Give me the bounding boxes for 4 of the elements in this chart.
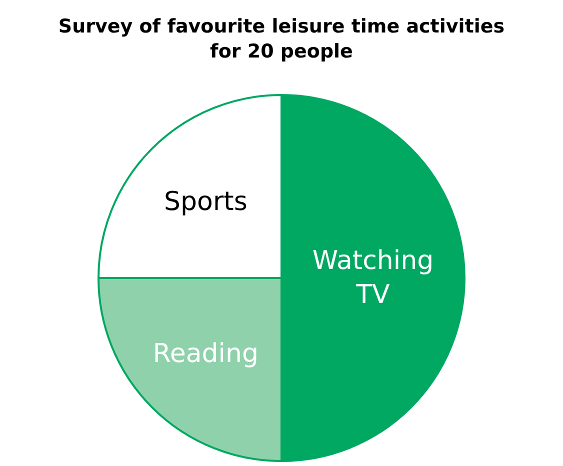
slice-label: Watching TV — [312, 246, 434, 310]
slice-label: Reading — [152, 338, 258, 369]
slice-label: Sports — [164, 187, 248, 218]
chart-title: Survey of favourite leisure time activities for 20 people — [58, 16, 505, 62]
